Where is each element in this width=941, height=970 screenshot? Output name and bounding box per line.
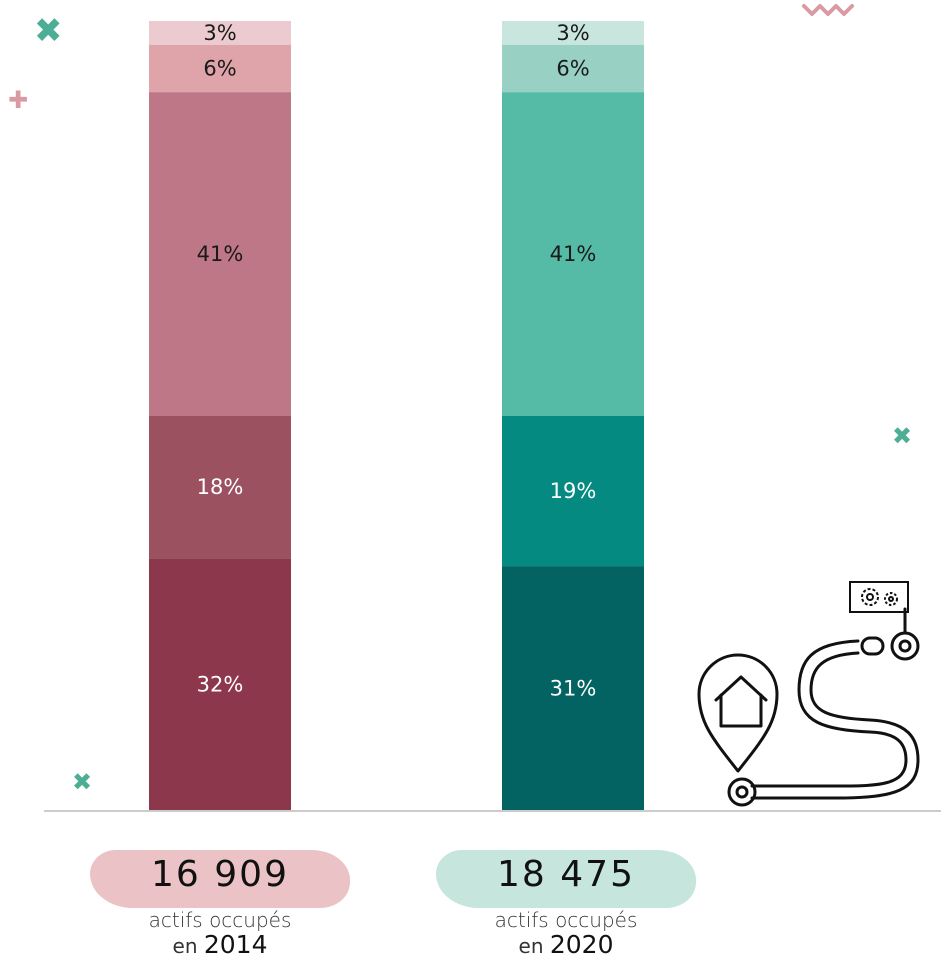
total-number: 18 475: [497, 854, 635, 895]
bar-segment-2020-1: [502, 416, 644, 567]
year-value: 2014: [203, 930, 268, 959]
bar-segment-2020-4: [502, 21, 644, 45]
bars-group: 32% 18% 41% 6% 3% 31% 19% 41% 6% 3%: [149, 21, 644, 811]
brush-highlight: [436, 850, 696, 908]
bar-segment-2014-0: [149, 558, 291, 811]
wave-icon: [802, 4, 854, 16]
cross-icon: ✖: [72, 768, 93, 796]
data-label-2020-4: 3%: [556, 21, 589, 45]
bar-segment-2014-1: [149, 416, 291, 559]
data-label-2020-2: 41%: [550, 242, 597, 266]
data-label-2014-0: 32%: [197, 673, 244, 697]
total-2020: 18 475 actifs occupés en 2020: [436, 842, 696, 959]
data-label-2014-1: 18%: [197, 475, 244, 499]
bar-segment-2014-4: [149, 21, 291, 45]
cross-icon: ✖: [34, 11, 63, 51]
year-value: 2020: [549, 930, 614, 959]
plus-icon: ✚: [8, 86, 29, 114]
brush-highlight: [90, 850, 350, 908]
bar-segment-2020-0: [502, 566, 644, 811]
total-year-line: en 2014: [90, 932, 350, 959]
bar-segment-2014-3: [149, 44, 291, 93]
bar-segment-2020-2: [502, 92, 644, 416]
cross-icon: ✖: [892, 422, 913, 450]
year-prefix: en: [518, 934, 544, 958]
home-location-icon: [697, 653, 779, 773]
data-label-2020-1: 19%: [550, 479, 597, 503]
data-label-2014-2: 41%: [197, 242, 244, 266]
total-caption: actifs occupés: [494, 908, 638, 932]
gears-sign-icon: [849, 581, 909, 613]
data-label-2014-3: 6%: [203, 56, 236, 80]
data-label-2020-3: 6%: [556, 56, 589, 80]
data-label-2014-4: 3%: [203, 21, 236, 45]
year-prefix: en: [172, 934, 198, 958]
bar-segment-2014-2: [149, 92, 291, 416]
total-2014: 16 909 actifs occupés en 2014: [90, 842, 350, 959]
bar-segment-2020-3: [502, 44, 644, 93]
road-path-icon: [727, 607, 920, 807]
total-caption: actifs occupés: [148, 908, 292, 932]
total-number: 16 909: [151, 854, 289, 895]
total-year-line: en 2020: [436, 932, 696, 959]
data-label-2020-0: 31%: [550, 677, 597, 701]
